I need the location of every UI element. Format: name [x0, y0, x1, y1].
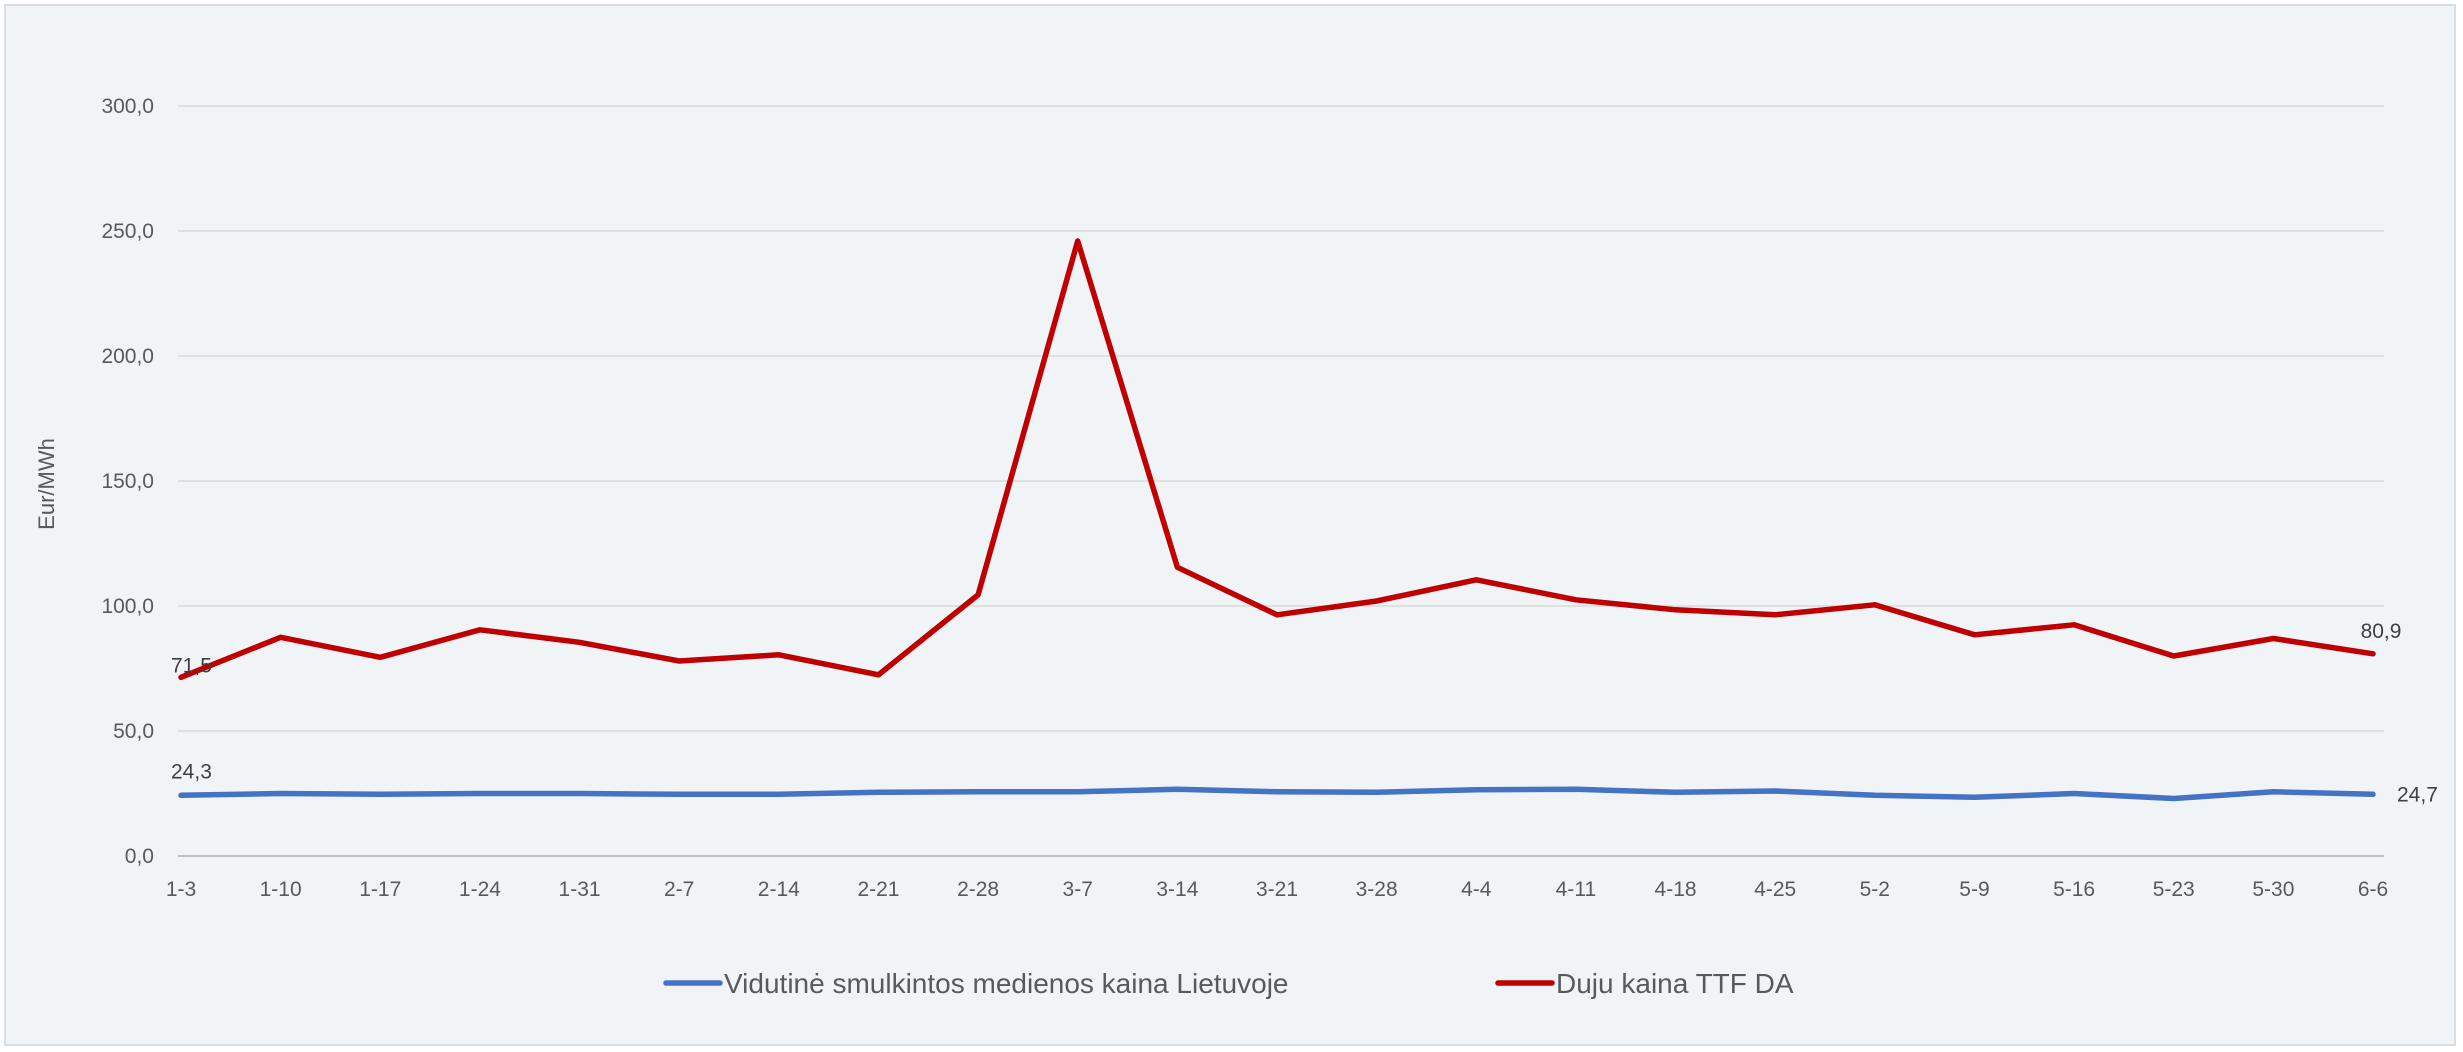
y-tick-label: 200,0: [101, 345, 154, 368]
data-label-last: 80,9: [2361, 620, 2402, 643]
data-label-last: 24,7: [2397, 783, 2438, 806]
x-tick-label: 3-14: [1156, 878, 1198, 901]
x-tick-label: 5-2: [1860, 878, 1890, 901]
x-tick-label: 2-21: [857, 878, 899, 901]
y-tick-label: 100,0: [101, 595, 154, 618]
legend-entry: Duju kaina TTF DA: [1556, 968, 1794, 999]
data-label-first: 71,5: [171, 654, 212, 677]
data-labels: 24,3 24,7 71,5 80,9: [171, 620, 2438, 807]
series-lines: [178, 238, 2376, 802]
line-chart: 0,0 50,0 100,0 150,0 200,0 250,0 300,0 1-3 1-10…: [34, 95, 2438, 999]
x-tick-label: 2-7: [664, 878, 694, 901]
x-tick-label: 3-21: [1256, 878, 1298, 901]
y-axis-title: Eur/MWh: [34, 438, 59, 530]
y-tick-label: 50,0: [113, 720, 154, 743]
x-tick-label: 2-28: [957, 878, 999, 901]
chart-frame: 0,0 50,0 100,0 150,0 200,0 250,0 300,0 1-3 1-10…: [4, 4, 2456, 1046]
x-tick-label: 4-18: [1655, 878, 1697, 901]
data-label-first: 24,3: [171, 760, 212, 783]
x-tick-label: 5-23: [2153, 878, 2195, 901]
series-line: [178, 786, 2376, 802]
x-tick-label: 6-6: [2358, 878, 2388, 901]
x-tick-label: 1-31: [559, 878, 601, 901]
gridlines: [178, 105, 2384, 857]
x-axis-tick-labels: 1-3 1-10 1-17 1-24 1-31 2-7 2-14 2-21 2-28 3-7 3-1…: [166, 878, 2388, 901]
y-tick-label: 0,0: [125, 845, 154, 868]
x-tick-label: 4-11: [1556, 878, 1596, 901]
x-tick-label: 3-28: [1356, 878, 1398, 901]
x-tick-label: 5-30: [2252, 878, 2294, 901]
x-tick-label: 1-17: [359, 878, 401, 901]
x-tick-label: 1-24: [459, 878, 501, 901]
y-tick-label: 150,0: [101, 470, 154, 493]
y-axis-tick-labels: 0,0 50,0 100,0 150,0 200,0 250,0 300,0: [101, 95, 154, 868]
series-line: [178, 238, 2376, 681]
x-tick-label: 5-9: [1959, 878, 1989, 901]
x-tick-label: 3-7: [1063, 878, 1093, 901]
y-tick-label: 250,0: [101, 220, 154, 243]
x-tick-label: 4-25: [1754, 878, 1796, 901]
legend-entry: Vidutinė smulkintos medienos kaina Lietu…: [724, 968, 1288, 999]
x-tick-label: 1-3: [166, 878, 196, 901]
x-tick-label: 5-16: [2053, 878, 2095, 901]
x-tick-label: 1-10: [260, 878, 302, 901]
y-tick-label: 300,0: [101, 95, 154, 118]
legend: Vidutinė smulkintos medienos kaina Lietu…: [663, 968, 1794, 999]
x-tick-label: 2-14: [758, 878, 800, 901]
x-tick-label: 4-4: [1461, 878, 1492, 901]
